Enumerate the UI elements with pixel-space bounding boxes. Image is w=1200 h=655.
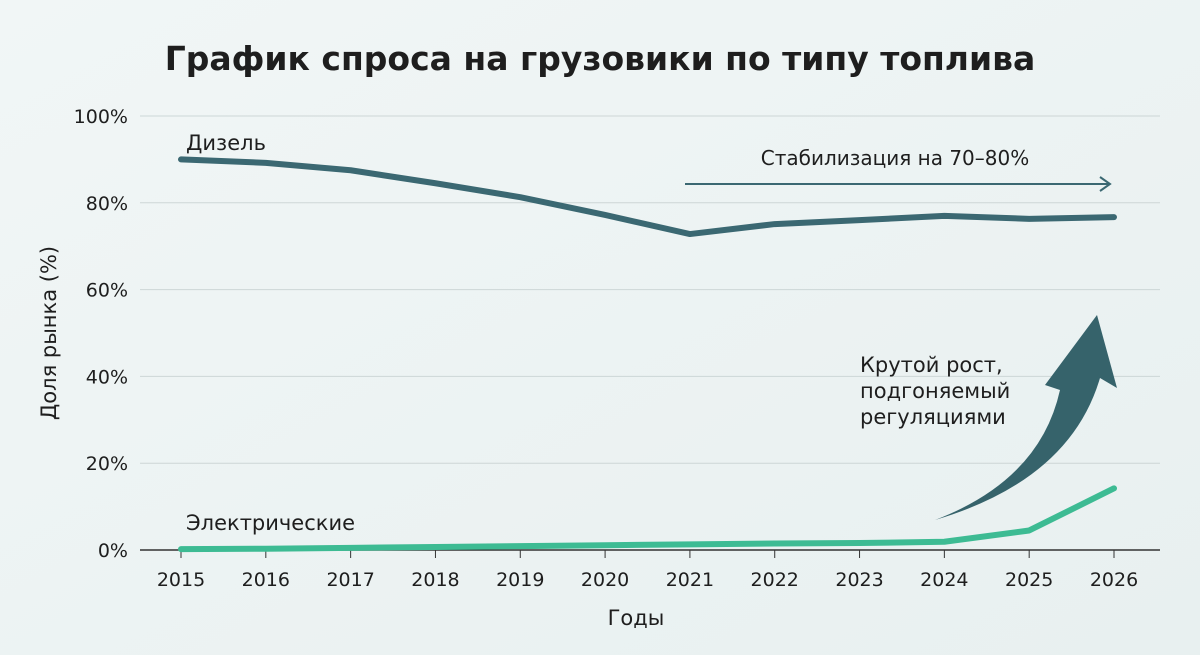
x-tick-labels: 2015 2016 2017 2018 2019 2020 2021 2022 2023 2024… xyxy=(157,569,1138,591)
x-axis-label: Годы xyxy=(608,606,665,630)
x-tick-label: 2022 xyxy=(751,569,799,591)
x-tick-label: 2017 xyxy=(326,569,374,591)
y-tick-label: 40% xyxy=(86,366,128,388)
x-tick-label: 2024 xyxy=(920,569,968,591)
y-axis-label: Доля рынка (%) xyxy=(37,246,61,420)
y-tick-label: 100% xyxy=(74,106,128,128)
y-tick-label: 80% xyxy=(86,193,128,215)
horizontal-arrow-icon xyxy=(685,176,1112,192)
growth-annotation-line-3: регуляциями xyxy=(860,405,1006,429)
growth-annotation-line-2: подгоняемый xyxy=(860,379,1010,403)
curved-up-arrow-icon xyxy=(935,315,1117,520)
electric-line xyxy=(178,485,1117,553)
stabilization-annotation: Стабилизация на 70–80% xyxy=(761,146,1029,170)
x-tick-label: 2018 xyxy=(411,569,459,591)
chart-title: График спроса на грузовики по типу топли… xyxy=(165,39,1036,78)
series-lines xyxy=(178,156,1117,553)
x-tick-label: 2020 xyxy=(581,569,629,591)
y-tick-labels: 0% 20% 40% 60% 80% 100% xyxy=(74,106,128,562)
legend-diesel-label: Дизель xyxy=(186,131,266,155)
x-tick-label: 2026 xyxy=(1090,569,1138,591)
gridlines xyxy=(140,115,1160,558)
y-tick-label: 60% xyxy=(86,280,128,302)
x-tick-label: 2021 xyxy=(666,569,714,591)
x-tick-label: 2023 xyxy=(835,569,883,591)
y-tick-label: 0% xyxy=(98,540,128,562)
y-tick-label: 20% xyxy=(86,453,128,475)
legend-electric-label: Электрические xyxy=(186,511,355,535)
x-tick-label: 2015 xyxy=(157,569,205,591)
diesel-line xyxy=(178,156,1117,238)
growth-annotation-line-1: Крутой рост, xyxy=(860,353,1003,377)
x-tick-label: 2019 xyxy=(496,569,544,591)
x-tick-label: 2025 xyxy=(1005,569,1053,591)
x-tick-label: 2016 xyxy=(242,569,290,591)
